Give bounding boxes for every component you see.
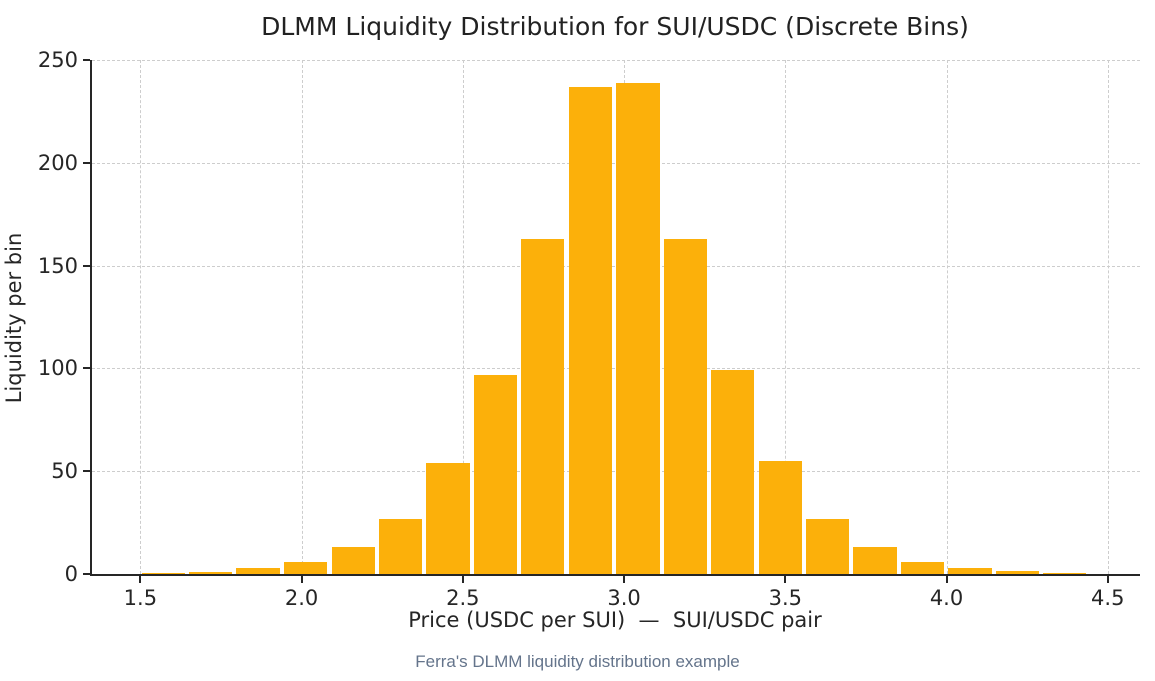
bar-bin-5: [331, 547, 375, 574]
y-tick-label: 50: [51, 459, 78, 484]
y-tick-label: 150: [37, 253, 78, 278]
y-tick-mark: [83, 161, 90, 164]
x-tick-mark: [1106, 576, 1109, 583]
x-tick-label: 2.0: [284, 586, 319, 610]
x-tick-mark: [139, 576, 142, 583]
y-tick-mark: [83, 573, 90, 575]
bar-bin-4: [284, 561, 328, 574]
bar-bin-17: [900, 561, 944, 574]
bar-bin-1: [141, 572, 185, 574]
bar-bin-14: [758, 460, 802, 574]
bar-bin-13: [711, 370, 755, 574]
chart-title: DLMM Liquidity Distribution for SUI/USDC…: [261, 12, 969, 41]
y-gridline: [92, 60, 1140, 61]
bar-bin-3: [236, 567, 280, 574]
bar-bin-6: [378, 518, 423, 574]
x-axis-label: Price (USDC per SUI) — SUI/USDC pair: [408, 608, 822, 632]
bar-bin-19: [995, 571, 1040, 574]
bar-bin-18: [948, 567, 992, 574]
x-tick-mark: [300, 576, 303, 583]
x-tick-mark: [784, 576, 787, 583]
bar-bin-10: [568, 86, 612, 574]
y-tick-mark: [83, 367, 90, 370]
bar-bin-16: [853, 547, 897, 574]
x-tick-label: 3.5: [768, 586, 802, 610]
y-axis-label: Liquidity per bin: [2, 232, 26, 404]
y-tick-label: 0: [64, 562, 78, 586]
y-gridline: [92, 265, 1140, 267]
x-gridline: [301, 60, 303, 574]
figure-caption: Ferra's DLMM liquidity distribution exam…: [415, 652, 740, 671]
bar-bin-8: [473, 374, 517, 574]
x-gridline: [785, 60, 787, 574]
y-tick-mark: [83, 59, 90, 61]
y-tick-label: 250: [37, 48, 78, 72]
y-tick-mark: [83, 470, 90, 473]
x-gridline: [1107, 60, 1109, 574]
bar-bin-2: [189, 571, 233, 574]
bar-bin-20: [1043, 572, 1087, 574]
x-tick-label: 3.0: [607, 586, 641, 610]
x-tick-mark: [461, 576, 464, 583]
bar-bin-15: [805, 518, 850, 574]
x-tick-label: 4.5: [1091, 586, 1125, 610]
x-gridline: [140, 60, 142, 574]
x-tick-mark: [623, 576, 626, 583]
x-tick-label: 2.5: [446, 586, 480, 610]
x-tick-label: 1.5: [123, 586, 158, 610]
bar-bin-9: [521, 238, 565, 574]
x-tick-mark: [945, 576, 948, 583]
bar-bin-12: [663, 238, 707, 574]
x-tick-label: 4.0: [929, 586, 964, 610]
x-gridline: [462, 60, 464, 574]
x-gridline: [946, 60, 948, 574]
y-tick-label: 100: [37, 356, 78, 381]
y-gridline: [92, 368, 1140, 370]
plot-area: 0 50 100 150 200 250 1.5 2.0 2.5 3.0 3.5 4.0 4.5: [38, 48, 1140, 610]
bar-bin-7: [426, 462, 470, 574]
y-gridline: [92, 162, 1140, 164]
y-gridline: [92, 471, 1140, 473]
y-tick-mark: [83, 264, 90, 267]
bar-bin-11: [616, 82, 660, 574]
y-tick-label: 200: [37, 150, 78, 175]
